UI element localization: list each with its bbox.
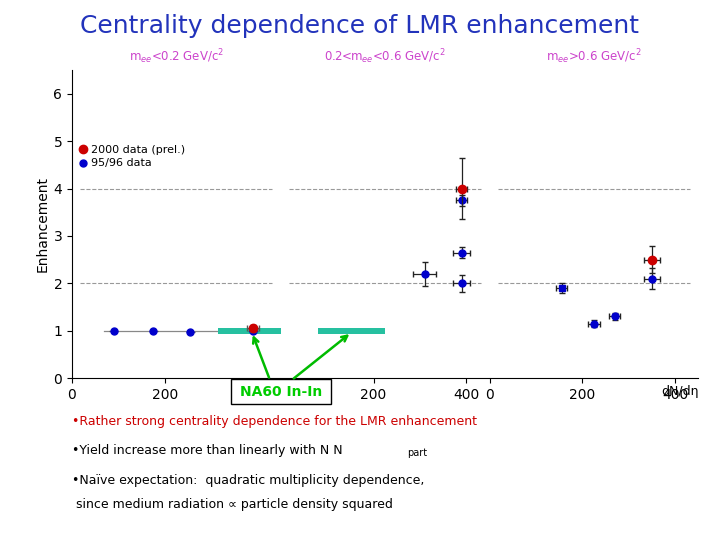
- Bar: [218, 328, 285, 334]
- Text: Centrality dependence of LMR enhancement: Centrality dependence of LMR enhancement: [81, 14, 639, 37]
- Bar: [318, 328, 385, 334]
- Text: dN/dη: dN/dη: [661, 385, 698, 398]
- Text: NA60 In-In: NA60 In-In: [240, 384, 322, 399]
- Text: 0.2<m$_{ee}$<0.6 GeV/c$^2$: 0.2<m$_{ee}$<0.6 GeV/c$^2$: [324, 47, 446, 65]
- Legend: 2000 data (prel.), 95/96 data: 2000 data (prel.), 95/96 data: [78, 144, 186, 170]
- Text: m$_{ee}$<0.2 GeV/c$^2$: m$_{ee}$<0.2 GeV/c$^2$: [129, 47, 224, 65]
- Y-axis label: Enhancement: Enhancement: [35, 176, 49, 272]
- Text: •Yield increase more than linearly with N N: •Yield increase more than linearly with …: [72, 444, 343, 457]
- Text: •Rather strong centrality dependence for the LMR enhancement: •Rather strong centrality dependence for…: [72, 415, 477, 428]
- Text: part: part: [407, 448, 427, 458]
- Text: •Naïve expectation:  quadratic multiplicity dependence,: •Naïve expectation: quadratic multiplici…: [72, 474, 424, 487]
- Text: m$_{ee}$>0.6 GeV/c$^2$: m$_{ee}$>0.6 GeV/c$^2$: [546, 47, 642, 65]
- Text: since medium radiation ∝ particle density squared: since medium radiation ∝ particle densit…: [72, 498, 393, 511]
